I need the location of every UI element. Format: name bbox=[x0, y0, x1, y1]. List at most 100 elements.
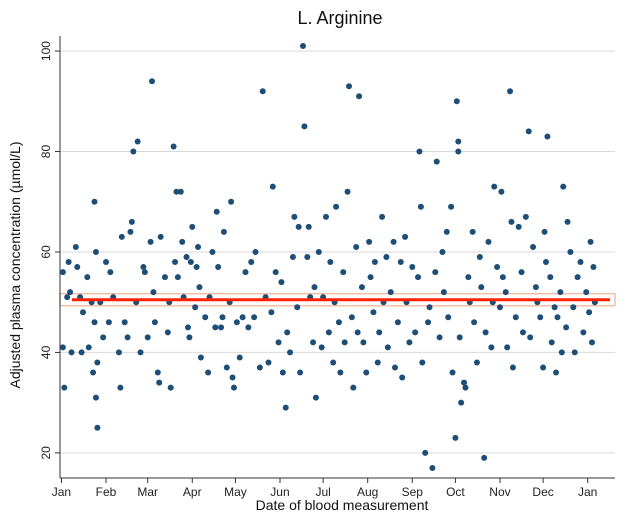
x-tick-label: Feb bbox=[96, 485, 117, 499]
data-point bbox=[103, 259, 110, 266]
data-point bbox=[478, 284, 485, 291]
data-point bbox=[278, 279, 285, 286]
data-point bbox=[220, 228, 227, 235]
data-point bbox=[509, 364, 516, 371]
data-point bbox=[574, 274, 581, 281]
data-point bbox=[256, 364, 263, 371]
axes: 20 40 60 80 100 Jan Feb Mar Apr May Jun Jul Aug Sep Oc… bbox=[39, 36, 615, 499]
data-point bbox=[59, 344, 66, 351]
data-point bbox=[65, 259, 72, 266]
data-point bbox=[425, 319, 432, 326]
y-tick-label: 40 bbox=[39, 345, 53, 359]
x-tick-label: Nov bbox=[489, 485, 510, 499]
data-point bbox=[504, 344, 511, 351]
data-point bbox=[390, 238, 397, 245]
data-point bbox=[586, 309, 593, 316]
data-point bbox=[458, 399, 465, 406]
data-point bbox=[551, 304, 558, 311]
data-point bbox=[476, 254, 483, 260]
data-point bbox=[265, 359, 272, 366]
data-point bbox=[252, 248, 259, 255]
x-tick-label: Aug bbox=[357, 485, 378, 499]
data-point bbox=[242, 269, 249, 276]
data-point bbox=[118, 233, 125, 240]
data-point bbox=[384, 344, 391, 351]
data-point bbox=[141, 269, 148, 276]
data-point bbox=[311, 284, 318, 291]
data-point bbox=[344, 188, 351, 195]
data-point bbox=[473, 359, 480, 366]
data-point bbox=[154, 369, 161, 376]
data-point bbox=[318, 344, 325, 351]
data-point bbox=[179, 238, 186, 245]
data-point bbox=[519, 329, 526, 336]
data-point bbox=[537, 314, 544, 321]
data-point bbox=[449, 369, 456, 376]
data-point bbox=[416, 148, 423, 155]
data-point bbox=[426, 304, 433, 311]
data-point bbox=[469, 228, 476, 235]
data-point bbox=[74, 264, 81, 271]
data-point bbox=[512, 314, 519, 321]
x-tick-label: Jun bbox=[270, 485, 289, 499]
data-point bbox=[105, 319, 112, 326]
data-point bbox=[90, 369, 97, 376]
data-point bbox=[471, 319, 478, 326]
data-point bbox=[251, 314, 258, 321]
data-point bbox=[440, 289, 447, 296]
data-point bbox=[128, 218, 135, 225]
data-point bbox=[248, 259, 255, 266]
data-point bbox=[462, 384, 469, 391]
data-point bbox=[379, 213, 386, 220]
data-point bbox=[172, 259, 179, 266]
data-point bbox=[346, 83, 353, 90]
data-point bbox=[189, 223, 196, 230]
data-point bbox=[215, 264, 222, 271]
data-point bbox=[496, 304, 503, 311]
x-axis-title: Date of blood measurement bbox=[256, 497, 429, 513]
x-tick-label: Mar bbox=[137, 485, 158, 499]
data-point bbox=[580, 329, 587, 336]
data-point bbox=[151, 319, 158, 326]
data-point bbox=[149, 78, 156, 85]
data-point bbox=[205, 369, 212, 376]
data-point bbox=[564, 218, 571, 225]
data-point bbox=[422, 449, 429, 456]
data-point bbox=[557, 289, 564, 296]
data-point bbox=[419, 359, 426, 366]
data-point bbox=[183, 254, 190, 260]
data-point bbox=[341, 339, 348, 346]
data-point bbox=[310, 339, 317, 346]
data-point bbox=[209, 248, 216, 255]
data-point bbox=[542, 259, 549, 266]
data-point bbox=[213, 208, 220, 215]
data-point bbox=[305, 223, 312, 230]
data-point bbox=[184, 324, 191, 331]
data-point bbox=[67, 289, 74, 296]
data-point bbox=[498, 188, 505, 195]
data-point bbox=[94, 424, 101, 431]
data-point bbox=[439, 248, 446, 255]
data-point bbox=[560, 183, 567, 190]
data-point bbox=[522, 213, 529, 220]
data-point bbox=[406, 339, 413, 346]
data-point bbox=[366, 238, 373, 245]
data-point bbox=[84, 274, 91, 281]
data-point bbox=[284, 329, 291, 336]
data-point bbox=[187, 259, 194, 266]
data-point bbox=[124, 334, 131, 341]
y-axis-title: Adjusted plasma concentration (µmol/L) bbox=[7, 142, 23, 389]
data-point bbox=[399, 374, 406, 381]
data-point bbox=[192, 304, 199, 311]
data-point bbox=[218, 324, 225, 331]
data-point bbox=[59, 269, 66, 276]
data-point bbox=[445, 314, 452, 321]
data-point bbox=[530, 243, 537, 250]
grid-lines bbox=[60, 50, 615, 454]
data-point bbox=[259, 88, 266, 95]
data-point bbox=[91, 319, 98, 326]
data-point bbox=[130, 148, 137, 155]
data-point bbox=[289, 254, 296, 260]
data-point bbox=[85, 344, 92, 351]
